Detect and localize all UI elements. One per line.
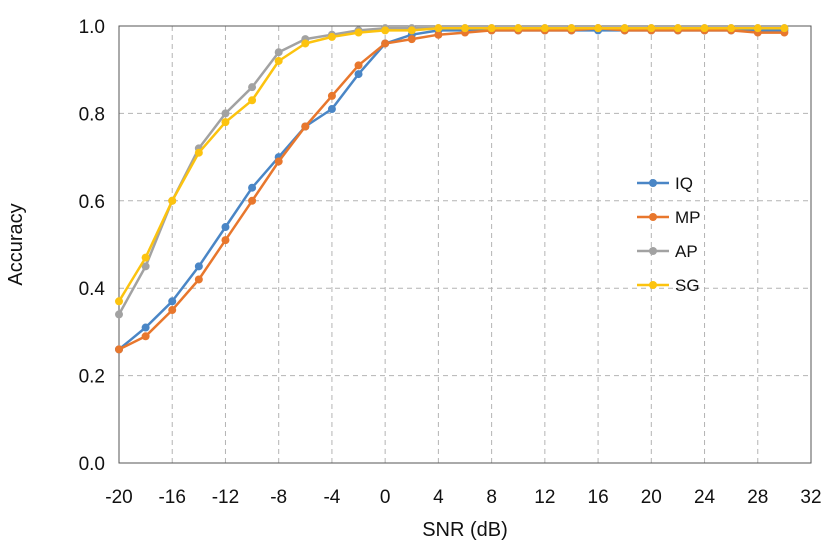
series-ap (115, 24, 789, 319)
data-point (700, 24, 709, 33)
x-tick-label: -12 (212, 487, 239, 508)
data-point (620, 24, 629, 33)
data-point (753, 24, 762, 33)
legend-item-mp: MP (637, 208, 701, 227)
data-point (141, 323, 150, 332)
data-point (274, 56, 283, 65)
x-tick-label: 4 (433, 487, 444, 508)
x-tick-label: -4 (323, 487, 340, 508)
data-point (221, 118, 230, 127)
x-axis-title: SNR (dB) (422, 519, 508, 541)
series-sg (115, 24, 789, 306)
x-tick-label: -8 (270, 487, 287, 508)
data-point (487, 24, 496, 33)
data-point (407, 26, 416, 35)
x-tick-label: 20 (641, 487, 662, 508)
y-tick-label: 0.8 (79, 104, 105, 125)
legend-label: MP (675, 208, 701, 227)
legend-label: SG (675, 276, 700, 295)
series-line (117, 26, 785, 316)
data-point (115, 345, 123, 354)
data-point (248, 196, 257, 205)
y-axis-ticks: 0.0 0.2 0.4 0.6 0.8 1.0 (79, 17, 106, 475)
y-tick-label: 1.0 (79, 17, 105, 38)
data-point (354, 70, 363, 79)
data-point (274, 48, 283, 57)
data-point (194, 275, 203, 284)
data-point (248, 96, 257, 105)
y-tick-label: 0.4 (79, 279, 106, 300)
data-point (141, 332, 150, 341)
data-point (461, 24, 469, 33)
data-point (407, 35, 416, 44)
data-point (221, 236, 230, 245)
legend-item-sg: SG (637, 276, 700, 295)
x-tick-label: 28 (747, 487, 768, 508)
data-point (354, 61, 363, 70)
data-point (434, 24, 443, 33)
x-tick-label: 0 (380, 487, 391, 508)
data-point (194, 148, 203, 157)
legend-label: AP (675, 242, 698, 261)
legend-marker (649, 213, 657, 221)
x-tick-label: -20 (105, 487, 132, 508)
data-point (141, 253, 150, 262)
x-tick-label: 32 (800, 487, 821, 508)
legend-item-iq: IQ (637, 174, 693, 193)
data-point (434, 30, 443, 39)
data-point (381, 39, 390, 48)
data-point (115, 297, 123, 306)
data-point (327, 105, 336, 114)
y-axis-title: Accuracy (5, 203, 27, 285)
data-point (115, 310, 123, 319)
data-point (673, 24, 682, 33)
data-point (248, 183, 257, 192)
legend-marker (649, 247, 657, 255)
data-point (514, 24, 523, 33)
legend-marker (649, 179, 657, 187)
data-point (274, 157, 283, 166)
data-point (168, 297, 177, 306)
data-point (540, 24, 549, 33)
data-point (221, 223, 230, 232)
data-point (221, 109, 230, 118)
data-point (727, 24, 736, 33)
data-point (381, 26, 390, 35)
y-tick-label: 0.2 (79, 367, 105, 388)
y-tick-label: 0.6 (79, 192, 105, 213)
x-tick-label: 24 (694, 487, 716, 508)
data-point (567, 24, 576, 33)
legend: IQ MP AP SG (637, 174, 701, 295)
series-line (118, 26, 785, 351)
data-point (301, 39, 310, 48)
data-point (301, 122, 310, 131)
data-point (354, 28, 363, 37)
data-point (168, 306, 177, 315)
legend-label: IQ (675, 174, 693, 193)
legend-marker (649, 281, 657, 289)
x-tick-label: 16 (588, 487, 609, 508)
x-axis-ticks: -20 -16 -12 -8 -4 0 4 8 12 16 20 24 28 32 (105, 487, 821, 508)
data-point (194, 262, 203, 271)
data-point (141, 262, 150, 271)
data-point (327, 91, 336, 100)
legend-item-ap: AP (637, 242, 698, 261)
y-tick-label: 0.0 (79, 454, 105, 475)
grid (119, 26, 811, 463)
data-point (647, 24, 656, 33)
x-tick-label: 8 (486, 487, 497, 508)
series-line (117, 26, 785, 302)
data-point (168, 196, 177, 205)
x-tick-label: 12 (534, 487, 555, 508)
series-lines (115, 24, 789, 354)
x-tick-label: -16 (158, 487, 185, 508)
data-point (248, 83, 257, 92)
data-point (594, 24, 603, 33)
data-point (327, 32, 336, 41)
data-point (780, 24, 789, 33)
